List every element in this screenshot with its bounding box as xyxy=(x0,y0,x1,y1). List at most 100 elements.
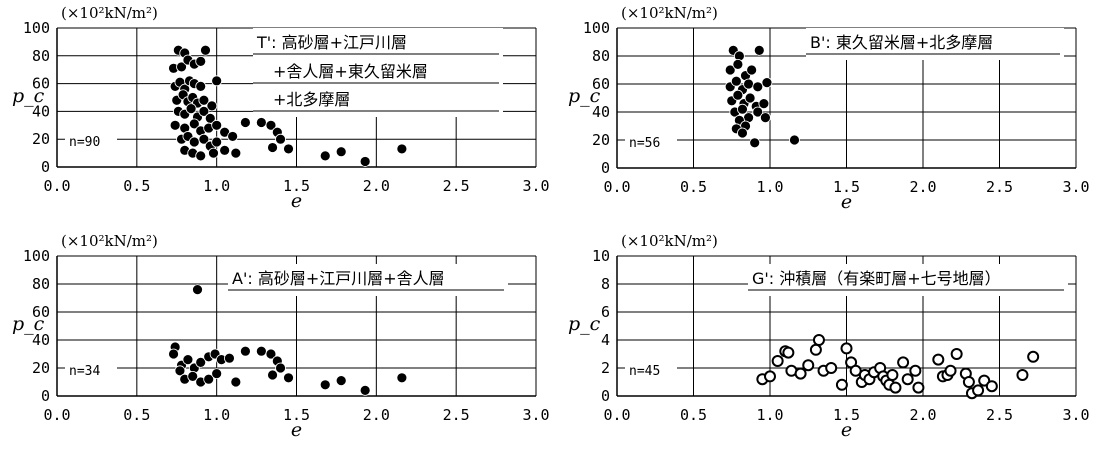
data-point xyxy=(255,345,267,357)
data-point xyxy=(335,146,347,158)
data-point xyxy=(267,142,278,153)
x-tick-label: 2.0 xyxy=(363,177,390,195)
n-count-label: n=90 xyxy=(69,135,100,150)
x-tick-label: 3.0 xyxy=(522,177,549,195)
annotation-box xyxy=(748,264,1068,296)
data-point xyxy=(176,61,187,73)
annotation-text: +北多摩層 xyxy=(273,90,350,109)
y-tick-label: 4 xyxy=(601,331,610,349)
data-point xyxy=(909,364,922,377)
x-tick-label: 1.5 xyxy=(833,178,860,196)
data-point xyxy=(335,375,347,387)
x-tick-label: 1.5 xyxy=(283,406,310,424)
annotation-box xyxy=(253,28,503,117)
data-point xyxy=(211,75,223,87)
y-axis-label: p_c xyxy=(12,313,45,335)
data-point xyxy=(195,150,207,162)
y-tick-label: 80 xyxy=(32,275,50,293)
data-point xyxy=(187,370,199,382)
unit-label: (×10²kN/m²) xyxy=(61,4,158,22)
data-point xyxy=(198,94,210,106)
y-tick-label: 2 xyxy=(601,359,610,377)
annotation-text: T': 高砂層+江戸川層 xyxy=(256,33,407,52)
y-tick-label: 100 xyxy=(583,19,610,37)
x-tick-label: 1.0 xyxy=(203,406,230,424)
y-axis-label: p_c xyxy=(568,85,601,107)
x-tick-label: 1.0 xyxy=(756,178,783,196)
annotation-text: +舎人層+東久留米層 xyxy=(273,62,428,81)
data-point xyxy=(283,372,294,384)
x-axis-label: e xyxy=(841,191,852,213)
data-point xyxy=(950,348,963,360)
data-point xyxy=(255,117,267,128)
chart-panel-1: 0.0 0.5 1.0 1.5 2.0 2.5 3.0 0 20 40 60 80 100 (×10²kN… xyxy=(12,4,550,212)
data-point xyxy=(195,80,207,92)
data-point xyxy=(198,106,210,117)
data-point xyxy=(240,117,251,128)
data-point xyxy=(732,89,744,101)
x-tick-label: 3.0 xyxy=(1062,178,1089,196)
data-point xyxy=(195,55,207,67)
data-point xyxy=(901,373,914,386)
data-point xyxy=(802,359,815,372)
n-count-label: n=45 xyxy=(629,364,660,379)
data-point xyxy=(185,103,197,115)
data-point xyxy=(1027,350,1040,363)
y-axis-label: p_c xyxy=(12,85,45,107)
y-tick-label: 0 xyxy=(41,387,50,405)
data-point xyxy=(753,45,765,56)
data-point xyxy=(737,103,748,115)
data-point xyxy=(206,100,218,112)
y-tick-label: 40 xyxy=(32,102,50,120)
data-point xyxy=(732,59,744,70)
x-tick-label: 2.0 xyxy=(363,406,390,424)
data-point xyxy=(760,112,771,123)
data-point xyxy=(319,150,331,162)
x-tick-label: 3.0 xyxy=(1062,406,1089,424)
data-point xyxy=(230,376,242,388)
data-point xyxy=(812,334,825,346)
chart-panel-4: 0.0 0.5 1.0 1.5 2.0 2.5 3.0 0 2 4 6 8 10 (×10²kN/m²) p… xyxy=(568,232,1090,441)
data-point xyxy=(944,364,957,377)
annotation-text: A': 高砂層+江戸川層+舎人層 xyxy=(232,269,445,288)
x-axis-label: e xyxy=(841,419,852,441)
n-label-bg xyxy=(625,361,677,379)
x-tick-label: 2.5 xyxy=(443,406,470,424)
data-point xyxy=(932,353,945,366)
y-tick-label: 20 xyxy=(32,359,50,377)
x-tick-label: 2.5 xyxy=(443,177,470,195)
annotation-box xyxy=(806,28,1064,60)
y-tick-label: 6 xyxy=(601,303,610,321)
data-point xyxy=(192,284,203,296)
x-axis-label: e xyxy=(291,190,302,212)
data-point xyxy=(319,379,331,391)
x-tick-label: 2.5 xyxy=(986,406,1013,424)
data-point xyxy=(794,367,807,380)
data-point xyxy=(749,137,761,149)
x-tick-label: 1.5 xyxy=(833,406,860,424)
data-point xyxy=(198,133,210,145)
x-tick-label: 3.0 xyxy=(522,406,549,424)
x-tick-label: 0.0 xyxy=(43,406,70,424)
unit-label: (×10²kN/m²) xyxy=(61,232,158,250)
data-point xyxy=(396,372,408,384)
x-tick-label: 0.5 xyxy=(123,177,150,195)
x-tick-label: 1.0 xyxy=(203,177,230,195)
x-tick-label: 2.0 xyxy=(909,406,936,424)
data-point xyxy=(771,355,784,367)
data-point xyxy=(761,77,773,88)
n-label-bg xyxy=(65,361,117,379)
data-point xyxy=(182,354,194,366)
data-point xyxy=(224,352,235,364)
data-point xyxy=(758,98,770,109)
data-point xyxy=(211,119,223,131)
data-point xyxy=(211,368,223,380)
y-tick-label: 60 xyxy=(32,303,50,321)
unit-label: (×10²kN/m²) xyxy=(621,4,718,22)
data-point xyxy=(744,92,756,104)
data-point xyxy=(752,106,764,118)
x-tick-label: 2.5 xyxy=(986,178,1013,196)
y-tick-label: 100 xyxy=(23,247,50,265)
data-point xyxy=(200,44,211,56)
x-tick-label: 0.5 xyxy=(680,406,707,424)
